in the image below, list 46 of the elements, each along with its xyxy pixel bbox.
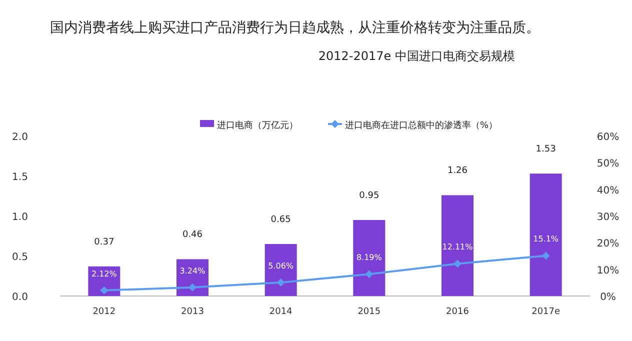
point [276,278,285,287]
legend-label: 进口电商（万亿元） [217,120,298,131]
bar [264,244,297,296]
bar [88,266,120,296]
point [188,283,196,292]
y2-tick-label: 30% [596,212,620,223]
data-label: 12.11% [442,242,474,252]
point [100,286,108,294]
bar [353,220,386,296]
data-label: 1.26 [447,166,468,176]
y2-tick-label: 0% [600,292,616,303]
y2-tick-label: 60% [596,132,620,143]
data-label: 8.19% [356,253,382,262]
y2-tick-label: 10% [596,265,620,276]
bar [530,174,562,296]
point [542,252,550,260]
data-label: 0.37 [94,237,114,248]
data-label: 0.46 [182,230,203,240]
y2-tick-label: 20% [596,238,620,250]
x-tick-label: 2012 [92,307,116,317]
legend-label: 进口电商在进口总额中的渗透率（%） [345,120,498,131]
bar [176,259,208,296]
y-tick-label: 0.0 [12,292,28,303]
data-label: 2.12% [91,269,118,278]
y-tick-label: 1.5 [12,172,28,183]
x-tick-label: 2014 [269,307,293,317]
data-label: 15.1% [533,234,559,244]
data-label: 0.65 [270,215,291,225]
data-label: 1.53 [536,144,556,155]
data-label: 3.24% [180,266,206,276]
x-tick-label: 2013 [181,307,204,317]
y2-tick-label: 50% [596,158,620,170]
y-tick-label: 1.0 [12,212,28,223]
data-label: 0.95 [359,191,380,201]
y2-tick-label: 40% [596,185,620,196]
x-tick-label: 2015 [358,307,381,317]
y-tick-label: 2.0 [12,132,28,143]
data-label: 5.06% [268,262,294,271]
chart-subtitle: 2012-2017e 中国进口电商交易规模 [318,49,515,63]
point [365,270,374,278]
chart-title: 国内消费者线上购买进口产品消费行为日趋成熟，从注重价格转变为注重品质。 [50,20,540,36]
x-tick-label: 2017e [532,307,561,317]
y-tick-label: 0.5 [12,252,28,263]
point [454,260,462,268]
x-tick-label: 2016 [446,307,470,317]
bar [442,195,474,296]
